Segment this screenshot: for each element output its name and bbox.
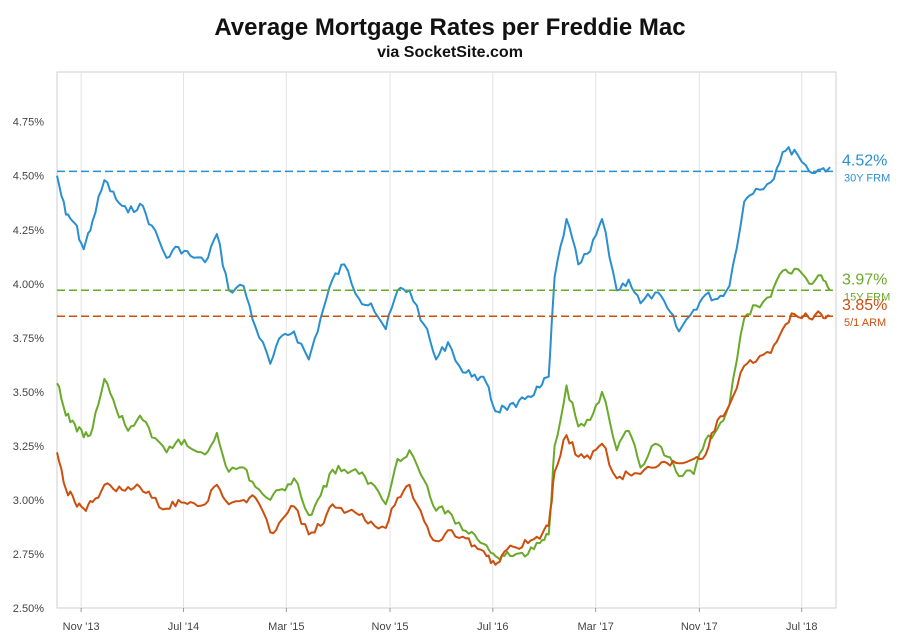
chart-subtitle: via SocketSite.com	[377, 44, 523, 61]
y-tick-label: 4.75%	[13, 117, 44, 129]
y-tick-label: 3.50%	[13, 387, 44, 399]
current-rate-value-5-1-arm: 3.85%	[842, 297, 887, 314]
plot-area	[56, 71, 837, 609]
x-tick-label: Nov '15	[372, 621, 409, 633]
x-tick-label: Nov '13	[63, 621, 100, 633]
current-rate-value-15y-frm: 3.97%	[842, 271, 887, 288]
x-tick-label: Mar '17	[577, 621, 613, 633]
series-line-15y-frm	[56, 267, 831, 561]
x-tick-label: Jul '14	[168, 621, 199, 633]
y-tick-label: 2.75%	[13, 549, 44, 561]
y-tick-label: 4.50%	[13, 171, 44, 183]
series-name-15y-frm: 15Y FRM	[844, 291, 890, 303]
chart-title: Average Mortgage Rates per Freddie Mac	[214, 14, 686, 41]
y-tick-label: 3.00%	[13, 495, 44, 507]
x-tick-label: Jul '18	[786, 621, 817, 633]
x-tick-label: Nov '17	[681, 621, 718, 633]
x-tick-label: Mar '15	[268, 621, 304, 633]
series-name-30y-frm: 30Y FRM	[844, 172, 890, 184]
x-tick-label: Jul '16	[477, 621, 508, 633]
y-tick-label: 3.25%	[13, 441, 44, 453]
y-tick-label: 3.75%	[13, 333, 44, 345]
y-tick-label: 4.25%	[13, 225, 44, 237]
y-tick-label: 4.00%	[13, 279, 44, 291]
current-rate-value-30y-frm: 4.52%	[842, 152, 887, 169]
series-line-5-1-arm	[56, 310, 831, 566]
series-name-5-1-arm: 5/1 ARM	[844, 317, 886, 329]
y-tick-label: 2.50%	[13, 603, 44, 615]
series-line-30y-frm	[56, 146, 831, 414]
